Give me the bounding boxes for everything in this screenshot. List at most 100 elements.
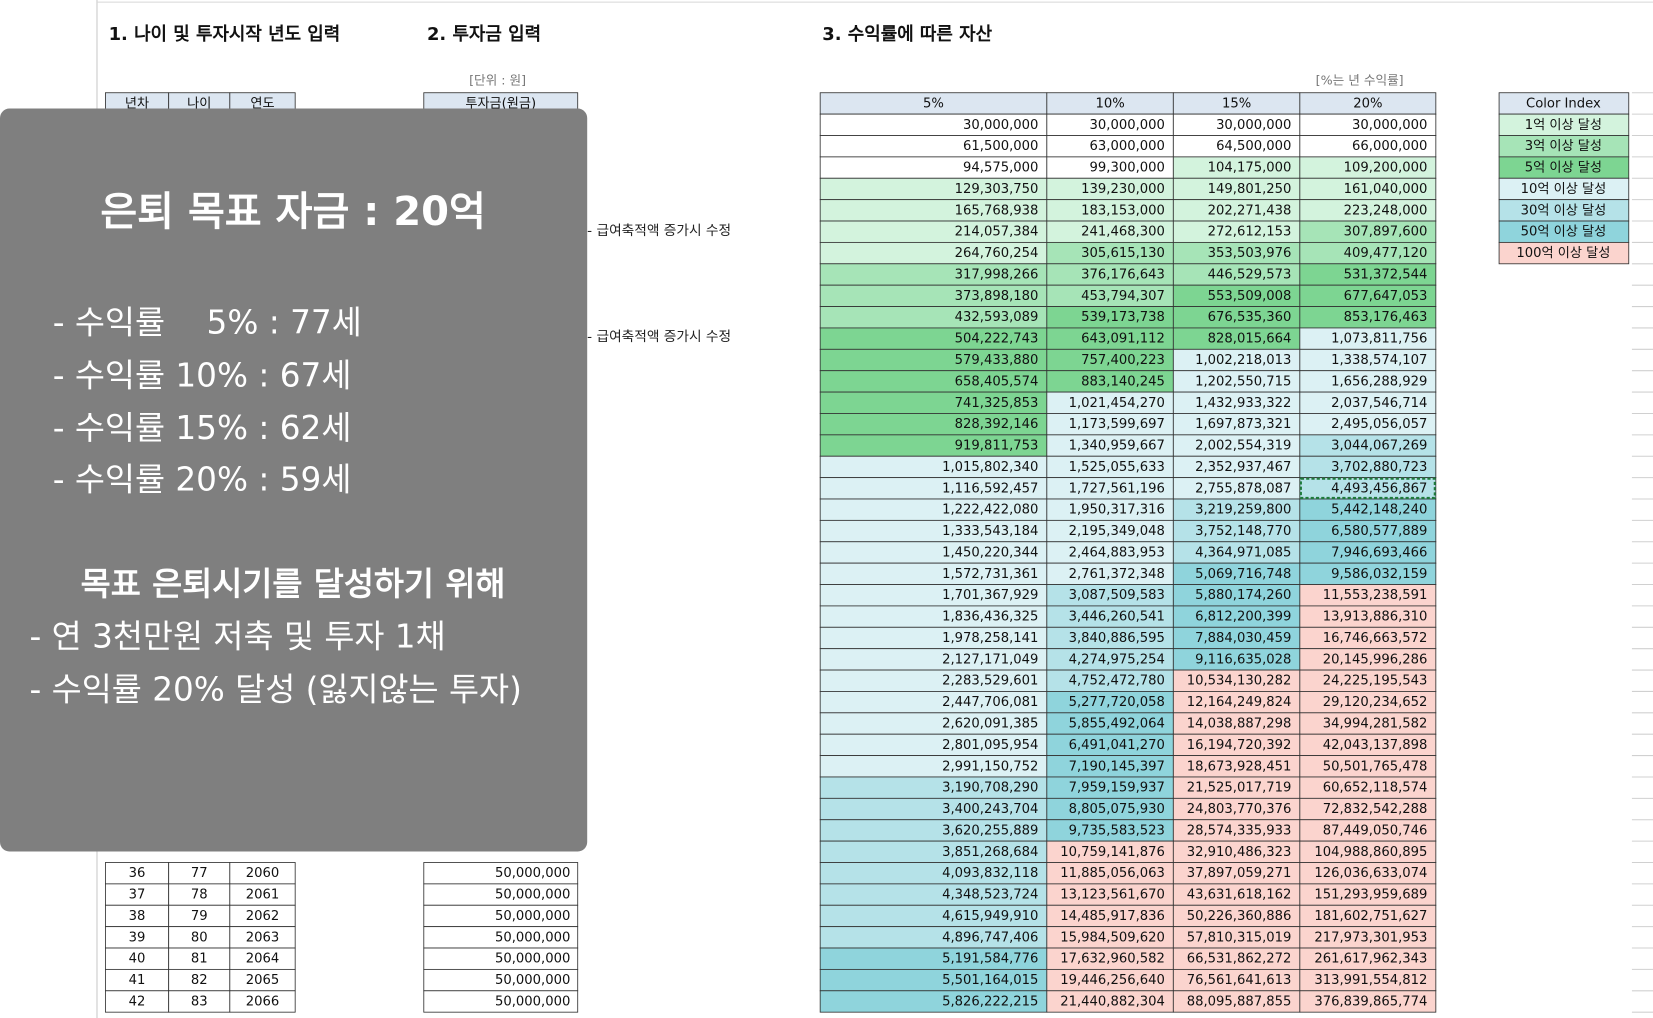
cell-text: 1,978,258,141 — [942, 631, 1038, 646]
header-text: 년차 — [125, 95, 149, 111]
overlay: 은퇴 목표 자금 : 20억 - 수익률 5% : 77세 - 수익률 10% … — [0, 108, 588, 852]
cell-text: 13,123,561,670 — [1060, 888, 1165, 903]
cell-text: 15,984,509,620 — [1060, 930, 1165, 945]
cell-text: 2,283,529,601 — [942, 674, 1038, 689]
cell-text: 531,372,544 — [1344, 267, 1428, 282]
note: - 급여축적액 증가시 수정 — [587, 223, 731, 239]
cell-text: 11,553,238,591 — [1323, 588, 1428, 603]
cell-text: 34,994,281,582 — [1323, 717, 1428, 732]
cell-text: 4,615,949,910 — [942, 909, 1038, 924]
cell-text: 373,898,180 — [955, 289, 1039, 304]
cell-text: 3,446,260,541 — [1069, 610, 1165, 625]
cell-text: 1,340,959,667 — [1069, 439, 1165, 454]
cell-text: 9,586,032,159 — [1331, 567, 1427, 582]
cell-text: 2,755,878,087 — [1195, 481, 1291, 496]
legend-label: 3억 이상 달성 — [1525, 138, 1602, 154]
cell-text: 7,946,693,466 — [1331, 545, 1427, 560]
cell-text: 4,896,747,406 — [942, 930, 1038, 945]
section-title: 2. 투자금 입력 — [427, 23, 541, 45]
cell-text: 5,069,716,748 — [1195, 567, 1291, 582]
cell-text: 6,812,200,399 — [1195, 610, 1291, 625]
cell-text: 264,760,254 — [955, 246, 1039, 261]
cell-text: 1,432,933,322 — [1195, 396, 1291, 411]
cell-text: 50,501,765,478 — [1323, 759, 1428, 774]
cell-text: 6,580,577,889 — [1331, 524, 1427, 539]
overlay-line: - 수익률 10% : 67세 — [53, 356, 352, 394]
cell-text: 261,617,962,343 — [1314, 952, 1427, 967]
overlay-line: - 수익률 15% : 62세 — [53, 409, 352, 447]
cell-text: 82 — [191, 973, 208, 988]
cell-text: 4,348,523,724 — [942, 888, 1038, 903]
cell-text: 183,153,000 — [1081, 203, 1165, 218]
header-text: Color Index — [1526, 96, 1601, 111]
cell-text: 41 — [129, 973, 146, 988]
cell-text: 2060 — [246, 866, 279, 881]
cell-text: 7,959,159,937 — [1069, 781, 1165, 796]
cell-text: 149,801,250 — [1208, 182, 1292, 197]
cell-text: 3,087,509,583 — [1069, 588, 1165, 603]
cell-text: 10,759,141,876 — [1060, 845, 1165, 860]
cell-text: 1,116,592,457 — [942, 481, 1038, 496]
section-title: 1. 나이 및 투자시작 년도 입력 — [109, 23, 341, 45]
section-title: 3. 수익률에 따른 자산 — [822, 24, 992, 45]
cell-text: 919,811,753 — [955, 439, 1039, 454]
header-text: 나이 — [187, 95, 211, 111]
cell-text: 1,450,220,344 — [942, 545, 1038, 560]
cell-text: 453,794,307 — [1081, 289, 1165, 304]
cell — [229, 990, 296, 1013]
cell-text: 30,000,000 — [1352, 118, 1427, 133]
cell-text: 5,191,584,776 — [942, 952, 1038, 967]
cell-text: 8,805,075,930 — [1069, 802, 1165, 817]
cell-text: 57,810,315,019 — [1187, 930, 1292, 945]
cell-text: 2066 — [246, 994, 279, 1009]
cell-text: 50,226,360,886 — [1187, 909, 1292, 924]
cell-text: 2,002,554,319 — [1195, 439, 1291, 454]
cell-text: 38 — [129, 909, 146, 924]
cell-text: 241,468,300 — [1081, 225, 1165, 240]
overlay-plan: - 수익률 20% 달성 (잃지않는 투자) — [30, 670, 522, 708]
cell-text: 109,200,000 — [1344, 161, 1428, 176]
cell-text: 676,535,360 — [1208, 310, 1292, 325]
overlay-box — [0, 108, 588, 852]
cell-text: 14,038,887,298 — [1187, 717, 1292, 732]
cell-text: 658,405,574 — [955, 374, 1039, 389]
cell-text: 50,000,000 — [495, 952, 570, 967]
cell-text: 2063 — [246, 930, 279, 945]
legend-label: 1억 이상 달성 — [1525, 117, 1602, 133]
cell-text: 18,673,928,451 — [1187, 759, 1292, 774]
cell-text: 181,602,751,627 — [1314, 909, 1427, 924]
cell-text: 317,998,266 — [955, 267, 1039, 282]
cell-text: 4,093,832,118 — [942, 866, 1038, 881]
cell-text: 80 — [191, 930, 208, 945]
cell-text: 677,647,053 — [1344, 289, 1428, 304]
cell-text: 21,525,017,719 — [1187, 781, 1292, 796]
header-text: 10% — [1095, 96, 1124, 111]
overlay-plan: - 연 3천만원 저축 및 투자 1채 — [30, 618, 446, 656]
cell-text: 9,735,583,523 — [1069, 823, 1165, 838]
cell-text: 43,631,618,162 — [1187, 888, 1292, 903]
legend-label: 50억 이상 달성 — [1521, 224, 1607, 240]
cell-text: 50,000,000 — [495, 973, 570, 988]
unit-label: [단위 : 원] — [469, 73, 526, 88]
cell-text: 553,509,008 — [1208, 289, 1292, 304]
cell-text: 40 — [129, 952, 146, 967]
cell-text: 2,464,883,953 — [1069, 545, 1165, 560]
cell-text: 1,525,055,633 — [1069, 460, 1165, 475]
cell-text: 161,040,000 — [1344, 182, 1428, 197]
cell-text: 11,885,056,063 — [1060, 866, 1165, 881]
cell-text: 37 — [129, 888, 146, 903]
cell-text: 2,620,091,385 — [942, 717, 1038, 732]
cell-text: 307,897,600 — [1344, 225, 1428, 240]
cell-text: 3,044,067,269 — [1331, 439, 1427, 454]
cell-text: 3,840,886,595 — [1069, 631, 1165, 646]
cell-text: 104,988,860,895 — [1314, 845, 1427, 860]
cell-text: 1,950,317,316 — [1069, 503, 1165, 518]
cell-text: 99,300,000 — [1090, 161, 1165, 176]
note: - 급여축적액 증가시 수정 — [587, 329, 731, 345]
cell-text: 28,574,335,933 — [1187, 823, 1292, 838]
cell-text: 83 — [191, 994, 208, 1009]
overlay-line: - 수익률 5% : 77세 — [53, 304, 362, 342]
cell-text: 21,440,882,304 — [1060, 994, 1165, 1009]
header-text: 15% — [1222, 96, 1251, 111]
